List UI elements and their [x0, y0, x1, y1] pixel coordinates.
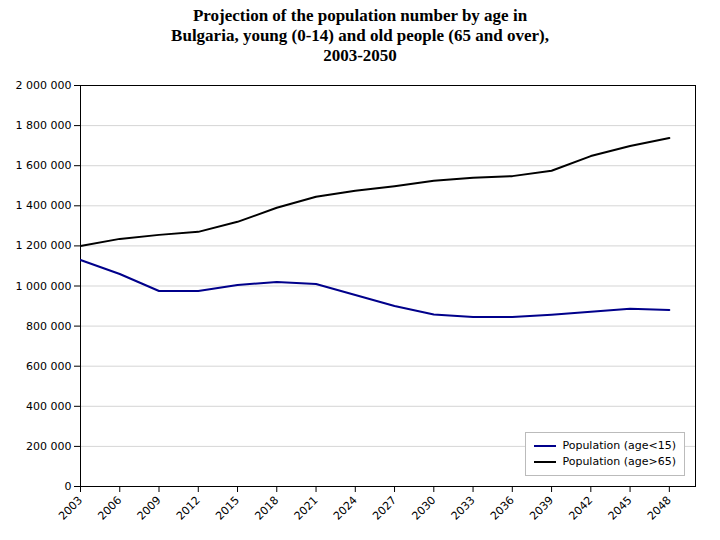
svg-text:2018: 2018 [252, 494, 281, 523]
svg-text:2012: 2012 [174, 494, 203, 523]
svg-text:2006: 2006 [95, 494, 124, 523]
svg-text:1 800 000: 1 800 000 [16, 119, 72, 132]
svg-text:2021: 2021 [292, 494, 321, 523]
html-text:Projection of the population n: Projection of the population number by a… [171, 6, 549, 65]
svg-text:2042: 2042 [566, 494, 595, 523]
svg-text:2 000 000: 2 000 000 [16, 79, 72, 92]
svg-text:800 000: 800 000 [26, 320, 72, 333]
svg-text:1 000 000: 1 000 000 [16, 280, 72, 293]
svg-text:2045: 2045 [606, 494, 635, 523]
svg-text:2027: 2027 [370, 494, 399, 523]
svg-text:2033: 2033 [449, 494, 478, 523]
svg-text:2024: 2024 [331, 494, 360, 523]
svg-text:1 600 000: 1 600 000 [16, 159, 72, 172]
html-text:Population (age<15): Population (age<15) [562, 439, 676, 452]
svg-text:2003: 2003 [56, 494, 85, 523]
svg-text:1 200 000: 1 200 000 [16, 239, 72, 252]
svg-text:2015: 2015 [213, 494, 242, 523]
svg-text:2048: 2048 [645, 494, 674, 523]
svg-text:2039: 2039 [527, 494, 556, 523]
svg-text:1 400 000: 1 400 000 [16, 199, 72, 212]
svg-text:2036: 2036 [488, 494, 517, 523]
svg-text:400 000: 400 000 [26, 400, 72, 413]
svg-text:200 000: 200 000 [26, 440, 72, 453]
html-text:Population (age>65): Population (age>65) [562, 455, 676, 468]
svg-text:2030: 2030 [409, 494, 438, 523]
svg-text:2009: 2009 [135, 494, 164, 523]
svg-text:0: 0 [65, 480, 72, 493]
svg-text:600 000: 600 000 [26, 360, 72, 373]
